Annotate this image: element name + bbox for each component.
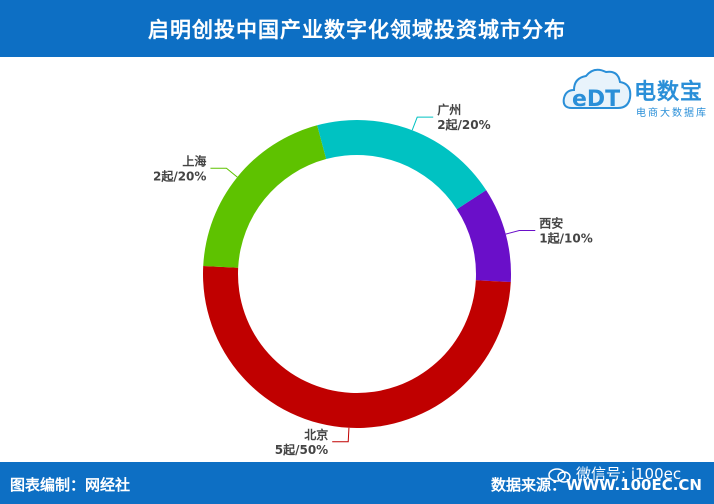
wechat-icon xyxy=(548,467,571,483)
header-bar: 启明创投中国产业数字化领域投资城市分布 xyxy=(0,0,714,57)
slice-label-2: 2起/20% xyxy=(153,168,206,183)
cloud-logo-icon: eDT xyxy=(562,68,632,112)
slice-label-1: 5起/50% xyxy=(275,442,328,457)
slice-3 xyxy=(317,120,487,210)
slice-label-0: 1起/10% xyxy=(539,231,592,246)
footer-bar: 图表编制：网经社 数据来源：WWW.100EC.CN xyxy=(0,462,714,504)
logo-subtitle: 电商大数据库 xyxy=(636,108,708,119)
leader-line-1 xyxy=(332,427,350,443)
slice-0 xyxy=(456,190,511,283)
chart-credit: 图表编制：网经社 xyxy=(10,476,131,494)
page-title: 启明创投中国产业数字化领域投资城市分布 xyxy=(148,17,566,42)
slice-name-2: 上海 xyxy=(182,153,206,168)
wechat-id: 微信号: i100ec xyxy=(548,463,681,484)
logo-mark: eDT xyxy=(572,87,620,112)
wechat-label: 微信号: i100ec xyxy=(576,465,682,483)
slice-name-3: 广州 xyxy=(437,102,461,117)
slice-1 xyxy=(202,265,511,429)
logo-brand: 电数宝 xyxy=(634,80,704,105)
leader-line-3 xyxy=(411,116,434,131)
slice-name-1: 北京 xyxy=(304,427,328,442)
leader-line-0 xyxy=(505,230,536,235)
slice-name-0: 西安 xyxy=(539,216,563,231)
data-source: 数据来源：WWW.100EC.CN xyxy=(491,476,702,494)
slice-2 xyxy=(203,125,327,268)
logo: eDT 电数宝 电商大数据库 xyxy=(562,62,712,124)
slice-label-3: 2起/20% xyxy=(437,117,490,132)
leader-line-2 xyxy=(210,167,238,178)
